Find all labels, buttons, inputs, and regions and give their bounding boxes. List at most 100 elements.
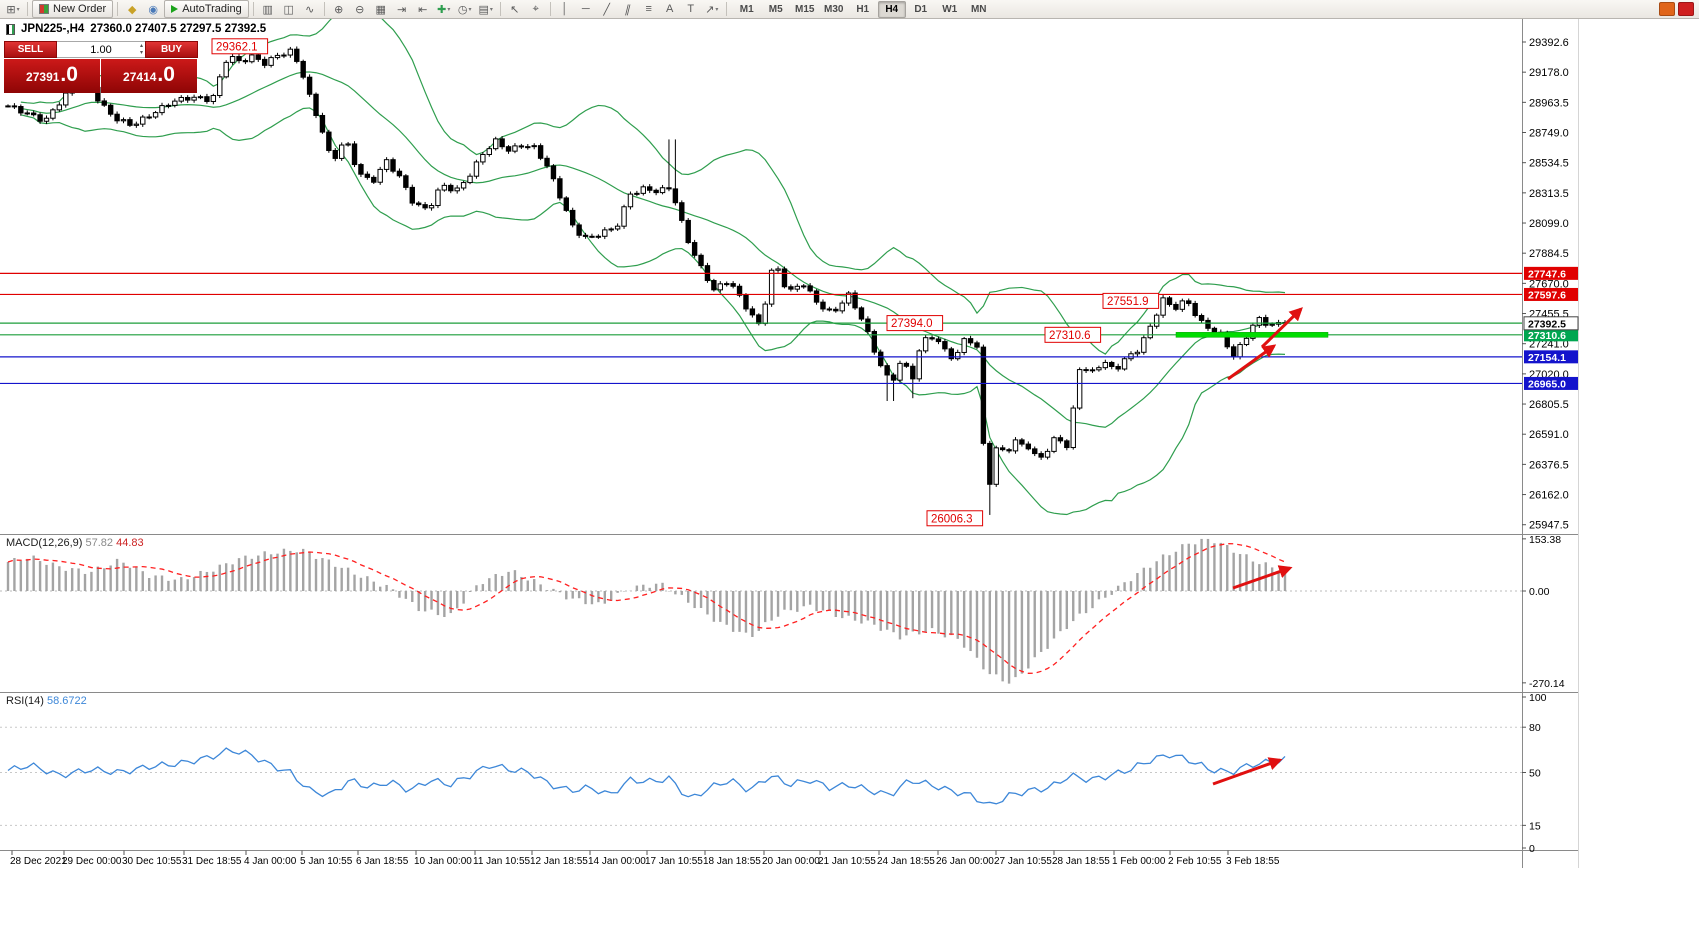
macd-axis-label: -270.14 bbox=[1529, 678, 1565, 690]
time-axis-label: 31 Dec 18:55 bbox=[182, 856, 242, 867]
new-chart-icon[interactable]: ⊞ ▾ bbox=[6, 3, 20, 16]
price-axis-label: 28749.0 bbox=[1529, 128, 1569, 140]
autotrading-button-label: AutoTrading bbox=[182, 3, 242, 15]
time-axis-label: 11 Jan 10:55 bbox=[473, 856, 531, 867]
channel-icon[interactable]: ∥ bbox=[623, 3, 632, 16]
price-tag bbox=[1523, 316, 1579, 331]
toolbar: ⊞ ▾ New Order ◆ ◉ AutoTrading ▥ ◫ ∿ ⊕ ⊖ ▦ ⇥ ⇤ ✚ ▾ ◷ ▾ ▤ ▾ ↖ ⌖… bbox=[0, 0, 1699, 19]
alerts-icon[interactable] bbox=[1659, 2, 1675, 16]
price-axis-label: 28313.5 bbox=[1529, 188, 1569, 200]
navigator-icon[interactable]: ◉ bbox=[148, 3, 158, 16]
macd-axis-label: 0.00 bbox=[1529, 586, 1550, 598]
zoom-out-icon[interactable]: ⊖ bbox=[355, 3, 365, 16]
horizontal-line-icon[interactable]: ─ bbox=[581, 3, 590, 15]
price-axis-label: 28963.5 bbox=[1529, 97, 1569, 109]
volume-up-icon[interactable]: ▴ bbox=[139, 43, 143, 49]
price-axis-label: 28099.0 bbox=[1529, 218, 1569, 230]
timeframe-d1[interactable]: D1 bbox=[914, 3, 928, 15]
price-axis-label: 26591.0 bbox=[1529, 429, 1569, 441]
news-icon[interactable] bbox=[1678, 2, 1694, 16]
text-icon[interactable]: A bbox=[666, 3, 674, 15]
fibonacci-icon[interactable]: ≡ bbox=[645, 3, 652, 15]
timeframe-m30[interactable]: M30 bbox=[823, 3, 844, 15]
price-callout[interactable] bbox=[926, 510, 984, 527]
timeframe-group: M1 M5 M15 M30 H1 H4 D1 W1 MN bbox=[733, 0, 993, 18]
volume-spinner[interactable]: ▴ ▾ bbox=[140, 43, 143, 57]
new-order-icon bbox=[39, 4, 49, 14]
timeframe-h1[interactable]: H1 bbox=[856, 3, 870, 15]
label-icon[interactable]: T bbox=[687, 3, 695, 15]
vertical-line-icon[interactable]: │ bbox=[561, 3, 569, 15]
autotrading-icon bbox=[171, 5, 179, 13]
volume-field[interactable]: 1.00 ▴ ▾ bbox=[57, 41, 145, 58]
chart-shift-icon[interactable]: ⇤ bbox=[418, 3, 428, 16]
bar-chart-icon[interactable]: ▥ bbox=[262, 3, 273, 16]
volume-down-icon[interactable]: ▾ bbox=[139, 50, 143, 56]
trend-arrow[interactable] bbox=[1212, 757, 1283, 786]
price-axis-label: 27884.5 bbox=[1529, 248, 1569, 260]
timeframe-m1[interactable]: M1 bbox=[739, 3, 754, 15]
crosshair-icon[interactable]: ⌖ bbox=[532, 2, 539, 15]
rsi-line bbox=[7, 747, 1286, 805]
buy-price-fraction: .0 bbox=[157, 63, 175, 86]
cursor-icon[interactable]: ↖ bbox=[510, 3, 520, 16]
rsi-label: RSI(14) 58.6722 bbox=[6, 695, 87, 707]
sell-button[interactable]: SELL bbox=[4, 41, 57, 58]
toolbar-separator bbox=[323, 2, 325, 16]
timeframe-mn[interactable]: MN bbox=[970, 3, 987, 15]
trendline-icon[interactable]: ╱ bbox=[603, 3, 611, 16]
templates-icon[interactable]: ▤ ▾ bbox=[478, 3, 493, 16]
trend-arrow[interactable] bbox=[1260, 307, 1303, 349]
price-callout[interactable] bbox=[1102, 292, 1160, 309]
time-axis-label: 27 Jan 10:55 bbox=[994, 856, 1052, 867]
volume-value: 1.00 bbox=[90, 43, 112, 56]
new-order-button[interactable]: New Order bbox=[32, 0, 114, 18]
timeframe-m5[interactable]: M5 bbox=[768, 3, 783, 15]
time-axis-label: 6 Jan 18:55 bbox=[356, 856, 409, 867]
buy-price: 27414 bbox=[123, 70, 157, 84]
rsi-axis-label: 100 bbox=[1529, 692, 1547, 704]
time-axis-label: 2 Feb 10:55 bbox=[1168, 856, 1222, 867]
price-callout[interactable] bbox=[1044, 326, 1102, 343]
trend-arrow[interactable] bbox=[1227, 344, 1277, 381]
time-axis-label: 24 Jan 18:55 bbox=[877, 856, 935, 867]
time-axis-label: 17 Jan 10:55 bbox=[645, 856, 703, 867]
time-axis-label: 4 Jan 00:00 bbox=[244, 856, 297, 867]
price-callout-text: 26006.3 bbox=[931, 513, 973, 525]
macd-main-value: 57.82 bbox=[85, 537, 114, 549]
price-tag bbox=[1524, 376, 1578, 390]
time-axis-label: 12 Jan 18:55 bbox=[530, 856, 588, 867]
arrows-icon[interactable]: ↗ ▾ bbox=[705, 3, 719, 16]
price-axis-label: 26376.5 bbox=[1529, 459, 1569, 471]
timeframe-h4[interactable]: H4 bbox=[877, 0, 906, 18]
tile-windows-icon[interactable]: ▦ bbox=[375, 3, 386, 16]
price-axis-label: 27670.0 bbox=[1529, 278, 1569, 290]
timeframe-w1[interactable]: W1 bbox=[942, 3, 958, 15]
expert-advisors-icon[interactable]: ◆ bbox=[127, 3, 137, 16]
zoom-in-icon[interactable]: ⊕ bbox=[334, 3, 344, 16]
trend-arrow[interactable] bbox=[1232, 565, 1293, 590]
price-callout[interactable] bbox=[211, 38, 269, 55]
autotrading-button[interactable]: AutoTrading bbox=[164, 0, 249, 18]
sell-price-button[interactable]: 27391.0 bbox=[4, 59, 100, 93]
price-tag-text: 27597.6 bbox=[1528, 289, 1566, 301]
timeframe-m15[interactable]: M15 bbox=[794, 3, 815, 15]
line-chart-icon[interactable]: ∿ bbox=[305, 3, 315, 16]
price-axis-label: 29178.0 bbox=[1529, 67, 1569, 79]
price-callout-text: 27551.9 bbox=[1107, 296, 1149, 308]
buy-price-button[interactable]: 27414.0 bbox=[101, 59, 197, 93]
macd-histogram bbox=[6, 538, 1287, 684]
price-axis-label: 28534.5 bbox=[1529, 158, 1569, 170]
buy-button[interactable]: BUY bbox=[145, 41, 198, 58]
candlestick-chart-icon[interactable]: ◫ bbox=[283, 3, 294, 16]
candles bbox=[5, 45, 1288, 515]
indicators-icon[interactable]: ✚ ▾ bbox=[437, 3, 451, 16]
sell-price: 27391 bbox=[26, 70, 60, 84]
price-callout[interactable] bbox=[886, 315, 944, 332]
support-zone[interactable] bbox=[1175, 332, 1329, 338]
rsi-axis-label: 50 bbox=[1529, 768, 1541, 780]
auto-scroll-icon[interactable]: ⇥ bbox=[397, 3, 407, 16]
periods-icon[interactable]: ◷ ▾ bbox=[457, 3, 472, 16]
